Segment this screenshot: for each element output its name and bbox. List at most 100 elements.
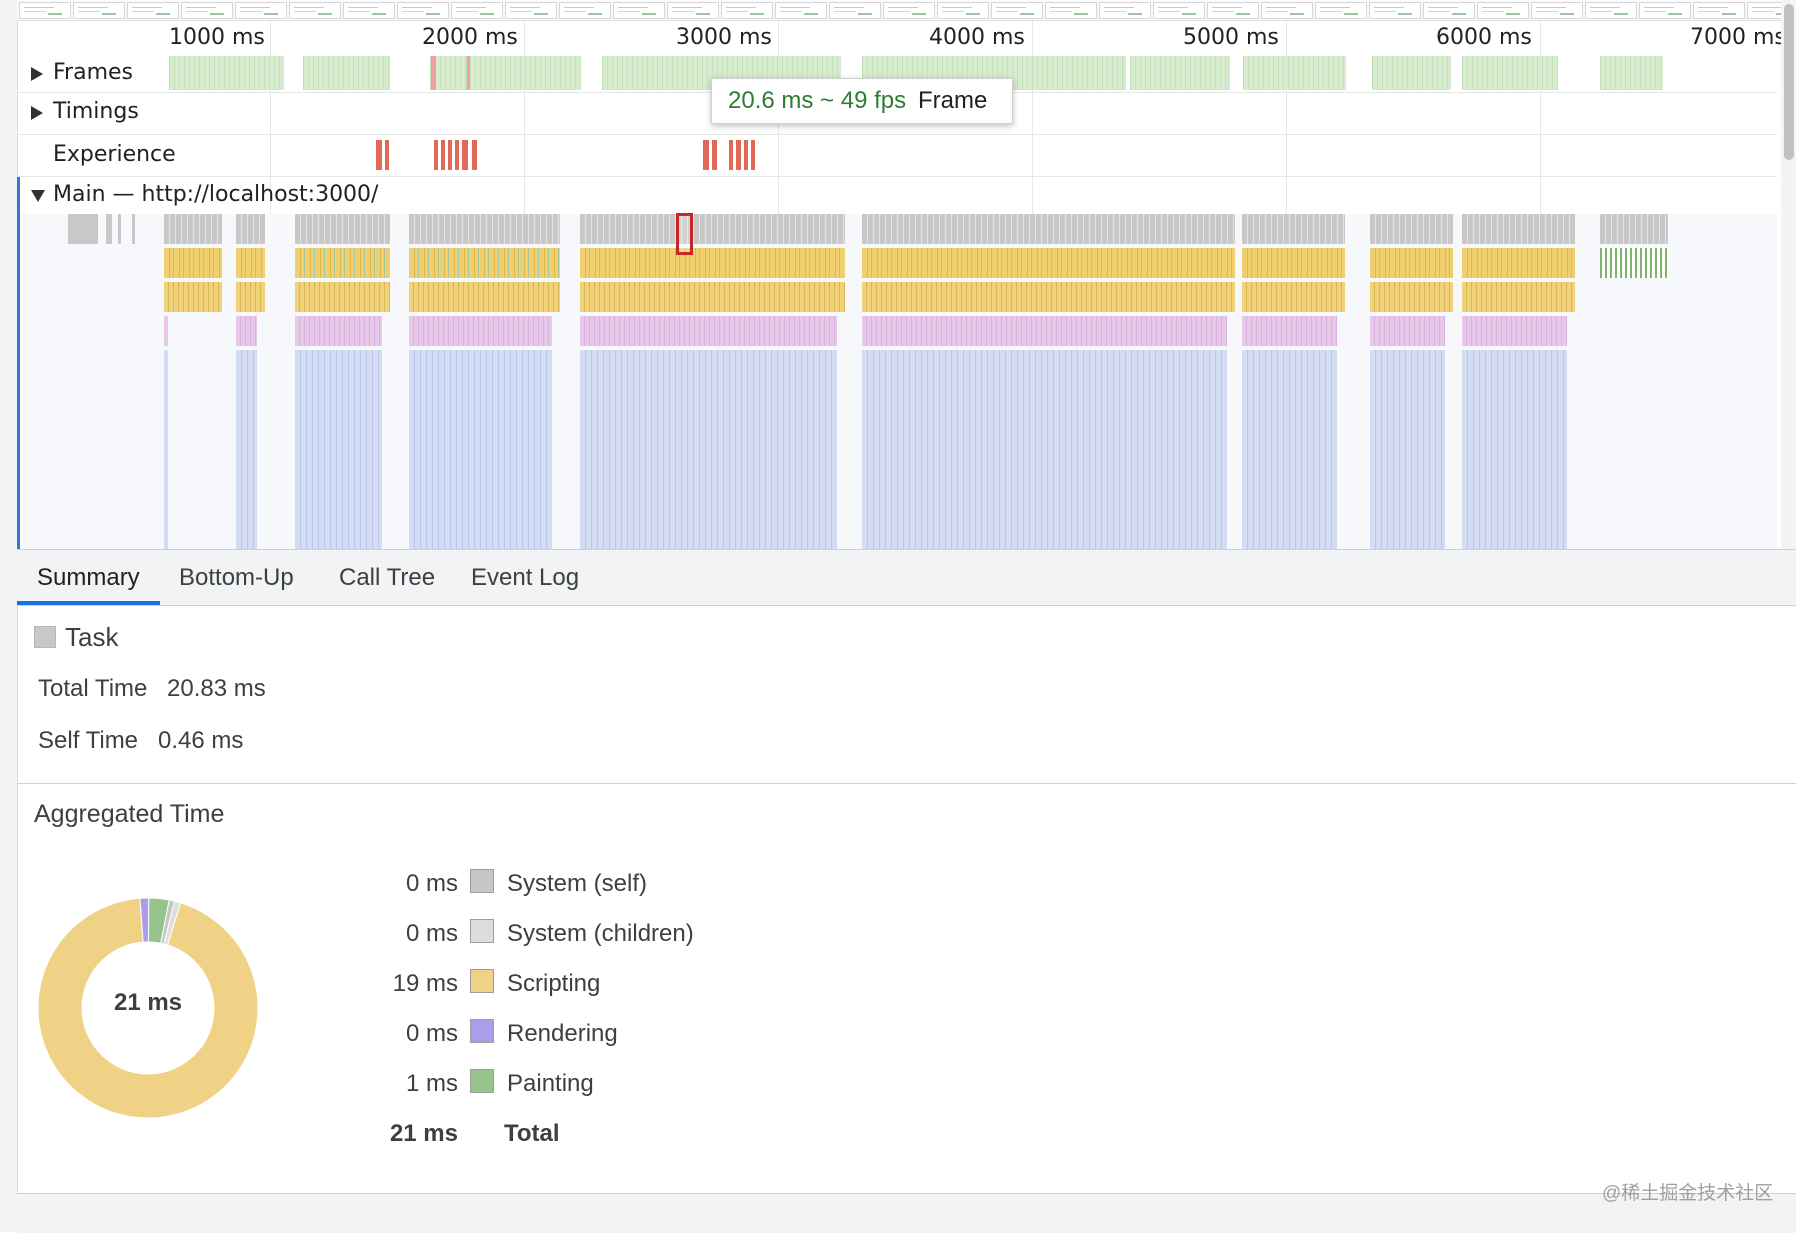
filmstrip-thumbnail[interactable] bbox=[1477, 2, 1529, 19]
screenshot-filmstrip[interactable] bbox=[17, 0, 1796, 21]
selected-task-outline[interactable] bbox=[676, 213, 693, 255]
flame-event-column[interactable] bbox=[295, 350, 382, 549]
frame-segment[interactable] bbox=[1600, 56, 1663, 90]
flame-event-column[interactable] bbox=[164, 350, 168, 549]
layout-shift-marker[interactable] bbox=[376, 140, 382, 170]
flame-event-column[interactable] bbox=[1370, 282, 1453, 312]
flame-event-column[interactable] bbox=[862, 282, 1235, 312]
flame-event-column[interactable] bbox=[1370, 350, 1445, 549]
flame-event-column[interactable] bbox=[1462, 214, 1575, 244]
filmstrip-thumbnail[interactable] bbox=[1531, 2, 1583, 19]
filmstrip-thumbnail[interactable] bbox=[1153, 2, 1205, 19]
flame-event-column[interactable] bbox=[862, 248, 1235, 278]
filmstrip-thumbnail[interactable] bbox=[73, 2, 125, 19]
flame-event-column[interactable] bbox=[1462, 248, 1575, 278]
expand-triangle-icon[interactable] bbox=[31, 106, 43, 120]
filmstrip-thumbnail[interactable] bbox=[1261, 2, 1313, 19]
filmstrip-thumbnail[interactable] bbox=[991, 2, 1043, 19]
flame-event-column[interactable] bbox=[236, 248, 265, 278]
flame-event-column[interactable] bbox=[164, 316, 168, 346]
filmstrip-thumbnail[interactable] bbox=[1099, 2, 1151, 19]
flame-event-column[interactable] bbox=[409, 248, 560, 278]
filmstrip-thumbnail[interactable] bbox=[289, 2, 341, 19]
filmstrip-thumbnail[interactable] bbox=[1207, 2, 1259, 19]
flame-event-column[interactable] bbox=[1242, 282, 1345, 312]
layout-shift-marker[interactable] bbox=[434, 140, 438, 170]
experience-track[interactable]: Experience bbox=[17, 134, 1777, 177]
filmstrip-thumbnail[interactable] bbox=[397, 2, 449, 19]
filmstrip-thumbnail[interactable] bbox=[505, 2, 557, 19]
layout-shift-marker[interactable] bbox=[736, 140, 741, 170]
filmstrip-thumbnail[interactable] bbox=[775, 2, 827, 19]
filmstrip-thumbnail[interactable] bbox=[181, 2, 233, 19]
layout-shift-marker[interactable] bbox=[729, 140, 733, 170]
flame-event-column[interactable] bbox=[1462, 316, 1567, 346]
layout-shift-marker[interactable] bbox=[744, 140, 748, 170]
filmstrip-thumbnail[interactable] bbox=[1369, 2, 1421, 19]
flame-event-column[interactable] bbox=[1242, 214, 1345, 244]
main-thread-track[interactable]: Main — http://localhost:3000/ bbox=[17, 177, 1777, 214]
filmstrip-thumbnail[interactable] bbox=[1045, 2, 1097, 19]
flame-event-column[interactable] bbox=[164, 248, 222, 278]
filmstrip-thumbnail[interactable] bbox=[613, 2, 665, 19]
flame-event-column[interactable] bbox=[1600, 214, 1668, 244]
flame-event-column[interactable] bbox=[295, 214, 390, 244]
flame-event-column[interactable] bbox=[236, 214, 265, 244]
flame-event-column[interactable] bbox=[1462, 282, 1575, 312]
filmstrip-thumbnail[interactable] bbox=[1639, 2, 1691, 19]
tab-bottom-up[interactable]: Bottom-Up bbox=[179, 564, 294, 591]
layout-shift-marker[interactable] bbox=[441, 140, 445, 170]
layout-shift-marker[interactable] bbox=[455, 140, 459, 170]
timeline-scrollbar-thumb[interactable] bbox=[1784, 4, 1794, 160]
filmstrip-thumbnail[interactable] bbox=[451, 2, 503, 19]
flame-event-column[interactable] bbox=[295, 248, 390, 278]
flame-chart[interactable] bbox=[20, 214, 1777, 549]
flame-event-column[interactable] bbox=[580, 350, 837, 549]
flame-event-column[interactable] bbox=[580, 214, 845, 244]
filmstrip-thumbnail[interactable] bbox=[667, 2, 719, 19]
flame-event-column[interactable] bbox=[236, 316, 257, 346]
flame-event-column[interactable] bbox=[409, 350, 552, 549]
flame-event-column[interactable] bbox=[1242, 350, 1337, 549]
filmstrip-thumbnail[interactable] bbox=[559, 2, 611, 19]
flame-event-column[interactable] bbox=[118, 214, 121, 244]
layout-shift-marker[interactable] bbox=[448, 140, 452, 170]
filmstrip-thumbnail[interactable] bbox=[829, 2, 881, 19]
flame-event-column[interactable] bbox=[862, 214, 1235, 244]
layout-shift-marker[interactable] bbox=[703, 140, 709, 170]
flame-event-column[interactable] bbox=[409, 214, 560, 244]
tab-call-tree[interactable]: Call Tree bbox=[339, 564, 436, 591]
frame-segment[interactable] bbox=[169, 56, 284, 90]
flame-event-column[interactable] bbox=[580, 282, 845, 312]
dropped-frame[interactable] bbox=[430, 56, 436, 90]
flame-event-column[interactable] bbox=[1242, 248, 1345, 278]
tab-event-log[interactable]: Event Log bbox=[471, 564, 580, 591]
filmstrip-thumbnail[interactable] bbox=[19, 2, 71, 19]
filmstrip-thumbnail[interactable] bbox=[343, 2, 395, 19]
flame-event-column[interactable] bbox=[580, 316, 837, 346]
flame-event-column[interactable] bbox=[295, 282, 390, 312]
timings-track[interactable]: Timings bbox=[17, 92, 1777, 135]
time-ruler[interactable]: 1000 ms 2000 ms 3000 ms 4000 ms 5000 ms … bbox=[17, 20, 1796, 56]
flame-event-column[interactable] bbox=[1600, 248, 1668, 278]
flame-event-column[interactable] bbox=[164, 282, 222, 312]
filmstrip-thumbnail[interactable] bbox=[1693, 2, 1745, 19]
flame-event-column[interactable] bbox=[1370, 316, 1445, 346]
flame-event-column[interactable] bbox=[1370, 214, 1453, 244]
filmstrip-thumbnail[interactable] bbox=[1423, 2, 1475, 19]
frame-segment[interactable] bbox=[430, 56, 581, 90]
frame-segment[interactable] bbox=[1243, 56, 1346, 90]
flame-event-column[interactable] bbox=[295, 316, 382, 346]
layout-shift-marker[interactable] bbox=[385, 140, 389, 170]
filmstrip-thumbnail[interactable] bbox=[883, 2, 935, 19]
frame-segment[interactable] bbox=[1462, 56, 1558, 90]
flame-event-column[interactable] bbox=[1242, 316, 1337, 346]
frame-segment[interactable] bbox=[303, 56, 390, 90]
layout-shift-marker[interactable] bbox=[472, 140, 477, 170]
layout-shift-marker[interactable] bbox=[462, 140, 468, 170]
filmstrip-thumbnail[interactable] bbox=[1315, 2, 1367, 19]
flame-event-column[interactable] bbox=[132, 214, 135, 244]
flame-event-column[interactable] bbox=[409, 282, 560, 312]
filmstrip-thumbnail[interactable] bbox=[235, 2, 287, 19]
filmstrip-thumbnail[interactable] bbox=[1585, 2, 1637, 19]
